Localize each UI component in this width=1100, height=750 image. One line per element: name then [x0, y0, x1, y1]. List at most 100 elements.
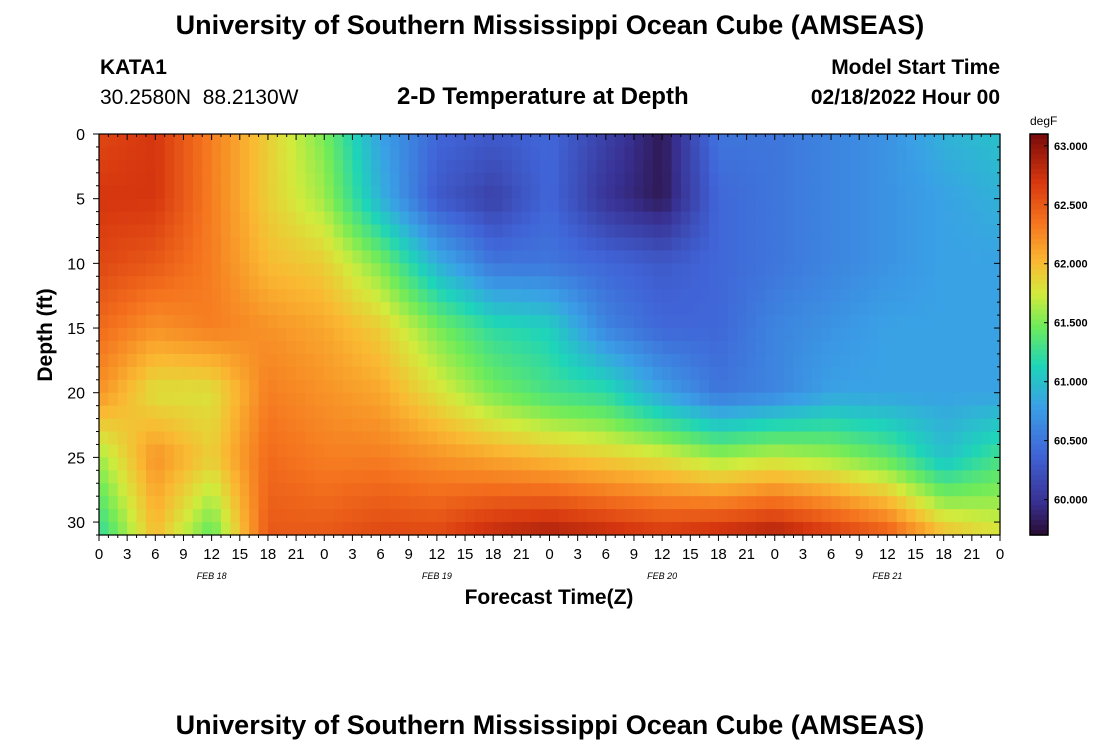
- heatmap-cell: [774, 418, 785, 433]
- heatmap-cell: [239, 237, 250, 252]
- heatmap-cell: [474, 418, 485, 433]
- heatmap-cell: [511, 431, 522, 446]
- heatmap-cell: [249, 289, 260, 303]
- heatmap-cell: [755, 457, 766, 471]
- heatmap-cell: [709, 328, 720, 342]
- heatmap-cell: [849, 250, 860, 264]
- heatmap-cell: [361, 418, 372, 433]
- heatmap-cell: [183, 159, 194, 174]
- heatmap-cell: [558, 431, 569, 446]
- heatmap-cell: [314, 289, 325, 303]
- heatmap-cell: [943, 276, 954, 290]
- heatmap-cell: [211, 172, 222, 187]
- heatmap-cell: [924, 185, 935, 200]
- heatmap-cell: [296, 159, 307, 174]
- heatmap-cell: [727, 302, 738, 316]
- heatmap-cell: [924, 418, 935, 433]
- heatmap-cell: [802, 496, 813, 510]
- heatmap-cell: [831, 185, 842, 200]
- heatmap-cell: [868, 431, 879, 446]
- heatmap-cell: [446, 522, 457, 536]
- heatmap-cell: [587, 146, 598, 161]
- heatmap-cell: [671, 470, 682, 484]
- heatmap-cell: [971, 418, 982, 433]
- heatmap-cell: [324, 509, 335, 523]
- heatmap-cell: [690, 250, 701, 264]
- heatmap-cell: [699, 237, 710, 252]
- heatmap-cell: [399, 224, 410, 239]
- heatmap-cell: [849, 315, 860, 329]
- heatmap-cell: [474, 328, 485, 342]
- heatmap-cell: [183, 431, 194, 446]
- heatmap-cell: [446, 366, 457, 381]
- heatmap-cell: [821, 379, 832, 394]
- heatmap-cell: [624, 289, 635, 303]
- heatmap-cell: [221, 159, 231, 174]
- heatmap-cell: [802, 134, 813, 148]
- heatmap-cell: [934, 328, 945, 342]
- heatmap-cell: [849, 237, 860, 252]
- heatmap-cell: [690, 379, 701, 394]
- heatmap-cell: [680, 405, 691, 420]
- heatmap-cell: [924, 250, 935, 264]
- heatmap-cell: [690, 289, 701, 303]
- x-axis-label: Forecast Time(Z): [465, 586, 634, 609]
- heatmap-cell: [596, 470, 607, 484]
- heatmap-cell: [737, 431, 748, 446]
- heatmap-cell: [155, 211, 166, 226]
- heatmap-cell: [474, 444, 485, 458]
- heatmap-cell: [605, 159, 616, 174]
- heatmap-cell: [690, 237, 701, 252]
- heatmap-cell: [709, 198, 720, 213]
- heatmap-cell: [436, 146, 447, 161]
- heatmap-cell: [296, 496, 307, 510]
- colorbar-swatch: [1030, 389, 1048, 396]
- heatmap-cell: [511, 496, 522, 510]
- heatmap-cell: [267, 509, 278, 523]
- heatmap-cell: [849, 328, 860, 342]
- heatmap-cell: [511, 457, 522, 471]
- heatmap-cell: [877, 522, 888, 536]
- heatmap-cell: [605, 263, 616, 277]
- heatmap-cell: [474, 146, 485, 161]
- heatmap-cell: [709, 431, 720, 446]
- heatmap-cell: [211, 496, 222, 510]
- heatmap-cell: [943, 198, 954, 213]
- heatmap-cell: [718, 392, 729, 407]
- heatmap-cell: [474, 353, 485, 368]
- heatmap-cell: [399, 315, 410, 329]
- heatmap-cell: [915, 237, 926, 252]
- heatmap-cell: [915, 496, 926, 510]
- heatmap-cell: [352, 405, 363, 420]
- heatmap-cell: [943, 224, 954, 239]
- heatmap-cell: [812, 263, 823, 277]
- heatmap-cell: [755, 224, 766, 239]
- colorbar-swatch: [1030, 519, 1048, 526]
- heatmap-cell: [324, 405, 335, 420]
- heatmap-cell: [662, 366, 673, 381]
- heatmap-cell: [558, 457, 569, 471]
- heatmap-cell: [314, 457, 325, 471]
- heatmap-cell: [877, 211, 888, 226]
- heatmap-cell: [540, 405, 551, 420]
- heatmap-cell: [690, 263, 701, 277]
- heatmap-cell: [784, 134, 795, 148]
- colorbar-swatch: [1030, 209, 1048, 215]
- colorbar-swatch: [1030, 204, 1048, 210]
- heatmap-cell: [821, 392, 832, 407]
- heatmap-cell: [371, 431, 382, 446]
- heatmap-cell: [971, 392, 982, 407]
- heatmap-cell: [596, 134, 607, 148]
- heatmap-cell: [990, 237, 1001, 252]
- heatmap-cell: [746, 237, 757, 252]
- heatmap-cell: [915, 172, 926, 187]
- heatmap-cell: [399, 134, 410, 148]
- heatmap-cell: [474, 224, 485, 239]
- heatmap-cell: [906, 185, 917, 200]
- heatmap-cell: [455, 211, 466, 226]
- colorbar-swatch: [1030, 309, 1048, 316]
- heatmap-cell: [727, 340, 738, 355]
- heatmap-cell: [258, 159, 269, 174]
- heatmap-cell: [221, 276, 231, 290]
- heatmap-cell: [971, 353, 982, 368]
